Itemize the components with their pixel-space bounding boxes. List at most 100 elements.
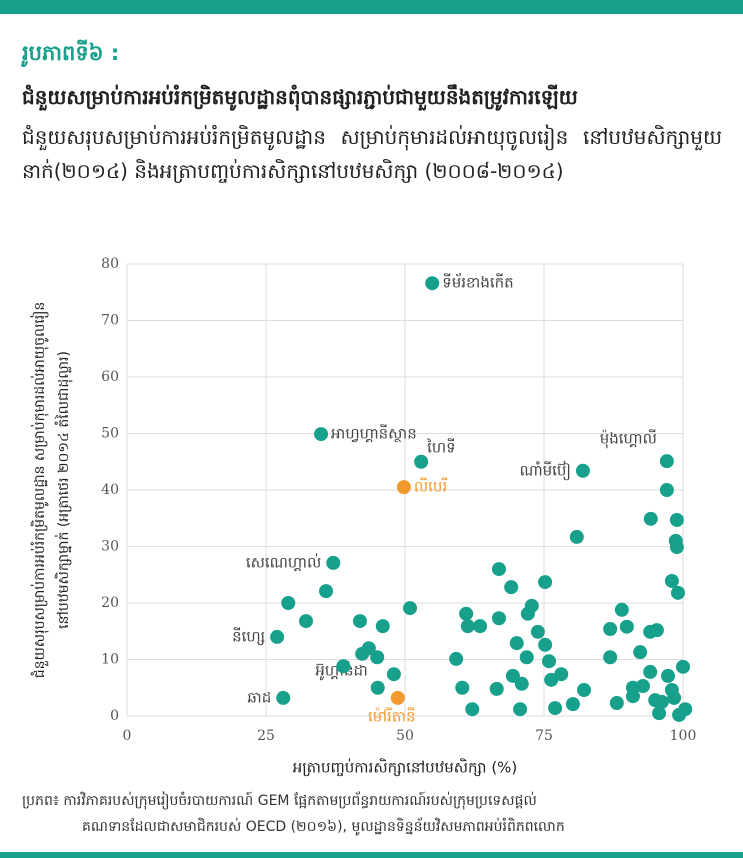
title: ជំនួយសម្រាប់ការអប់រំកម្រិតមូលដ្ឋានពុំបាន… [22,85,578,109]
point [603,621,618,636]
point [514,676,529,691]
point [548,701,563,716]
point [326,555,341,570]
point [667,690,682,705]
point [459,606,474,621]
y-tick-label: 70 [101,313,119,329]
point [652,706,667,721]
point [314,427,329,442]
point [649,623,664,638]
x-tick-label: 75 [535,728,553,744]
point [513,702,528,717]
point [465,702,480,717]
point [633,645,648,660]
y-tick-label: 60 [101,369,119,385]
y-tick-label: 40 [101,482,119,498]
point [524,598,539,613]
point [460,619,475,634]
y-tick-label: 50 [101,426,119,442]
x-tick-label: 0 [123,728,132,744]
source-line: គណទានដែលជាសមាជិករបស់ OECD (២០១៦), មូលដ្ឋ… [82,819,565,835]
point [575,463,590,478]
y-tick-label: 80 [101,256,119,272]
point [396,480,411,495]
point [390,690,405,705]
point [319,584,334,599]
y-axis-label: នៅបឋមសិក្សាម្នាក់ (អត្រាថេរ ២០១៤ តំលៃជាដ… [54,351,73,629]
point [635,679,650,694]
y-tick-label: 10 [101,652,119,668]
point [530,624,545,639]
point [361,641,376,656]
point [425,276,440,291]
point-label: អាហ្វហ្គានីស្ថាន [331,424,417,443]
point [538,575,553,590]
point [504,580,519,595]
point [614,602,629,617]
y-tick-label: 30 [101,539,119,555]
point [643,664,658,679]
point-label: ឆាដ [247,688,271,706]
x-tick-label: 100 [670,728,697,744]
point [270,629,285,644]
point [669,540,684,555]
point [276,690,291,705]
source-line: ប្រភព៖ ការវិភាគរបស់ក្រុមរៀបចំរបាយការណ៍ G… [22,793,537,809]
point [370,650,385,665]
point [519,650,534,665]
source: ប្រភព៖ ការវិភាគរបស់ក្រុមរៀបចំរបាយការណ៍ G… [22,788,732,840]
point [336,659,351,674]
top-bar [0,0,743,14]
point [554,667,569,682]
bottom-bar [0,852,743,858]
point [386,667,401,682]
x-tick-label: 25 [257,728,275,744]
point [414,454,429,469]
point [352,614,367,629]
point [473,619,488,634]
point [449,651,464,666]
point [676,659,690,674]
x-tick-label: 50 [396,728,414,744]
point [370,680,385,695]
point [375,619,390,634]
point [678,702,693,717]
point-label: ហៃទី [426,437,456,456]
point [509,636,524,651]
point [619,619,634,634]
point [643,511,658,526]
point [455,680,470,695]
point [670,585,685,600]
point-label: ទីម័រខាងកើត [442,273,513,292]
y-tick-label: 0 [110,708,119,724]
point [659,454,674,469]
point-label: ណាំមីប៊ៀ [520,460,571,480]
point [491,611,506,626]
point-label: ម៉ុងហ្គោលី [600,429,657,449]
point [491,562,506,577]
point [660,668,675,683]
point [538,637,553,652]
point [489,681,504,696]
point [609,696,624,711]
point [603,650,618,665]
y-axis-label: ជំនួយសរុបសម្រាប់ការអប់រំកម្រិតមូលដ្ឋាន ស… [30,302,49,679]
point-label: សេណេហ្គាល់ [246,552,321,571]
point [577,683,592,698]
figure-label: រូបភាពទី៦ : [22,41,120,65]
point [669,512,684,527]
point [403,601,418,616]
point [659,483,674,497]
point [654,694,669,709]
y-tick-label: 20 [101,595,119,611]
point [542,654,557,669]
point [664,573,679,588]
point [569,529,584,544]
point [281,596,296,610]
x-axis-label: អត្រាបញ្ចប់ការសិក្សានៅបឋមសិក្សា (%) [293,758,518,777]
point-label: លីបេរី [414,477,447,496]
point [565,697,580,712]
subtitle: ជំនួយសរុបសម្រាប់ការអប់រំកម្រិតមូលដ្ឋាន ស… [22,125,722,183]
